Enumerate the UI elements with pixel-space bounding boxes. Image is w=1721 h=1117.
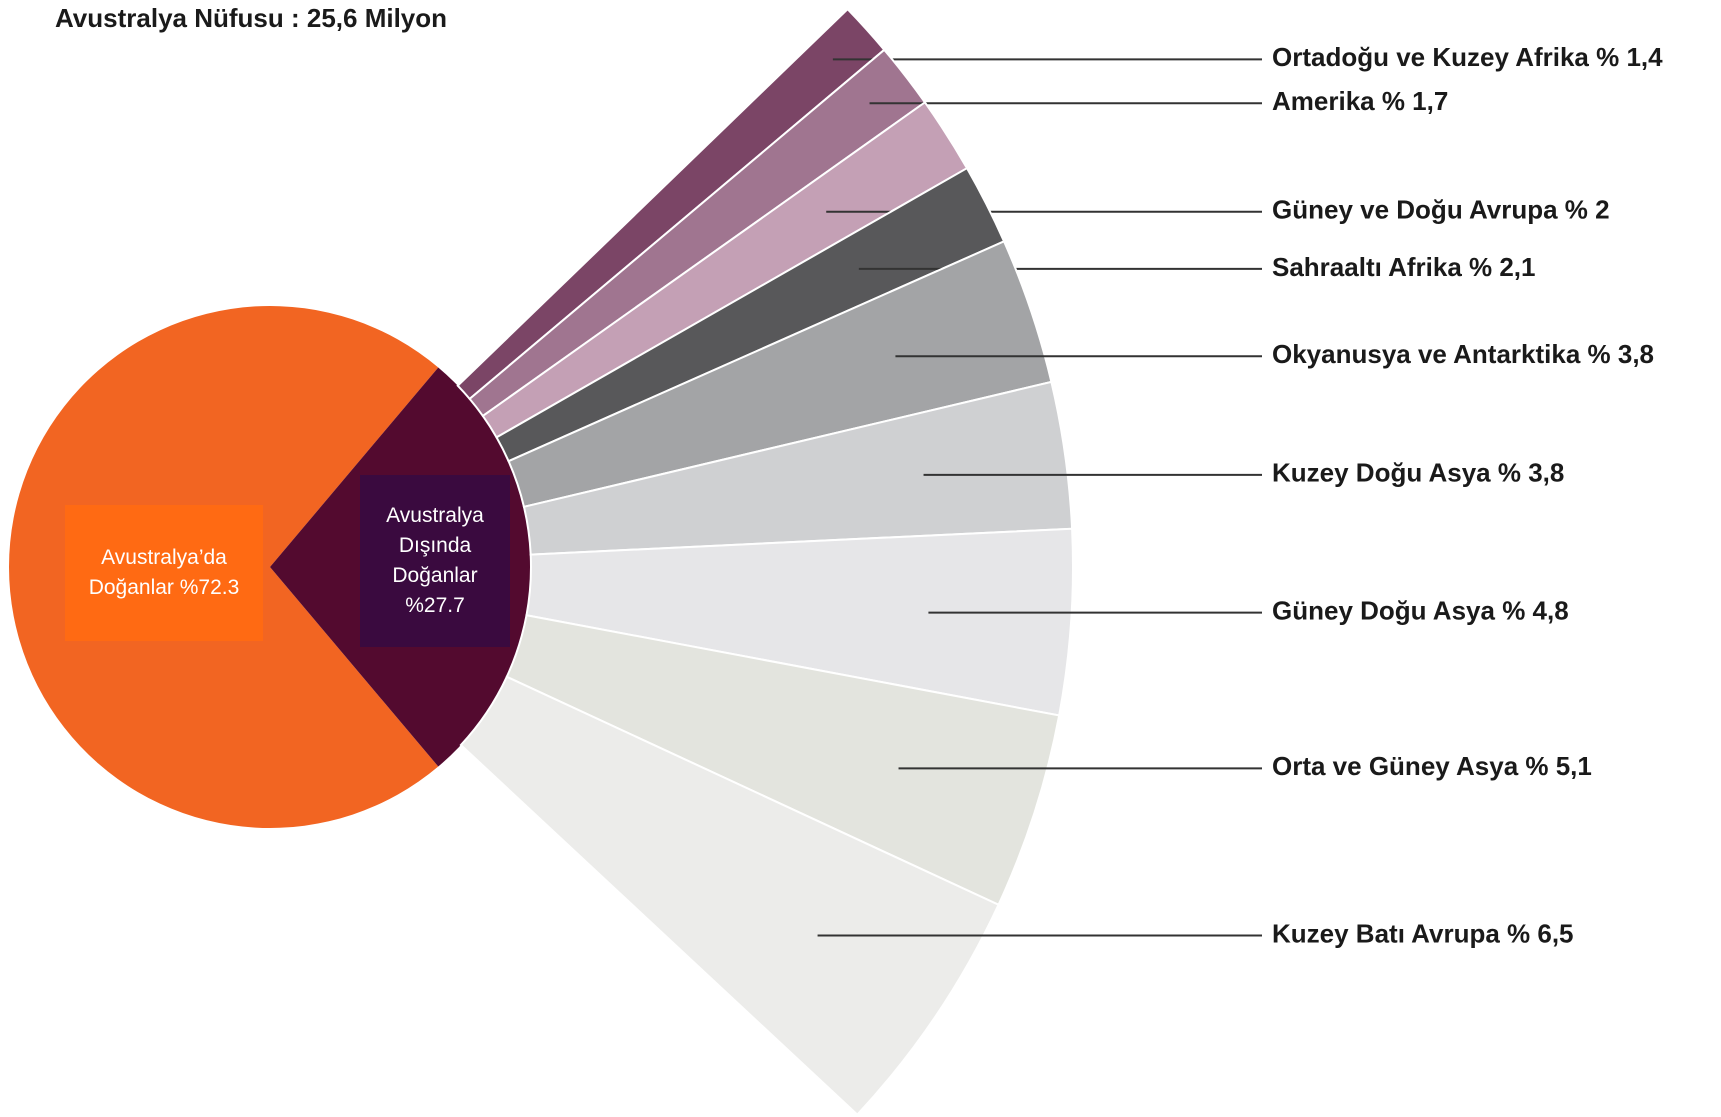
fan-segment: [507, 240, 1053, 509]
segment-label: Güney Doğu Asya % 4,8: [1272, 595, 1569, 625]
fan-segment: [522, 380, 1074, 556]
fan-segment: [459, 675, 1000, 1117]
fan-segment: [505, 614, 1061, 907]
segment-label: Orta ve Güney Asya % 5,1: [1272, 751, 1592, 781]
slice-label: Avustralya’da Doğanlar %72.3: [65, 505, 263, 641]
segment-label: Ortadoğu ve Kuzey Afrika % 1,4: [1272, 42, 1663, 72]
segment-label: Amerika % 1,7: [1272, 86, 1448, 116]
fan-segment: [525, 527, 1074, 717]
segment-label: Okyanusya ve Antarktika % 3,8: [1272, 339, 1654, 369]
segment-label: Kuzey Doğu Asya % 3,8: [1272, 458, 1564, 488]
chart-title: Avustralya Nüfusu : 25,6 Milyon: [55, 3, 447, 33]
segment-label: Güney ve Doğu Avrupa % 2: [1272, 195, 1610, 225]
slice-label: Avustralya Dışında Doğanlar %27.7: [360, 475, 510, 647]
segment-label: Sahraaltı Afrika % 2,1: [1272, 252, 1536, 282]
segment-label: Kuzey Batı Avrupa % 6,5: [1272, 918, 1574, 948]
